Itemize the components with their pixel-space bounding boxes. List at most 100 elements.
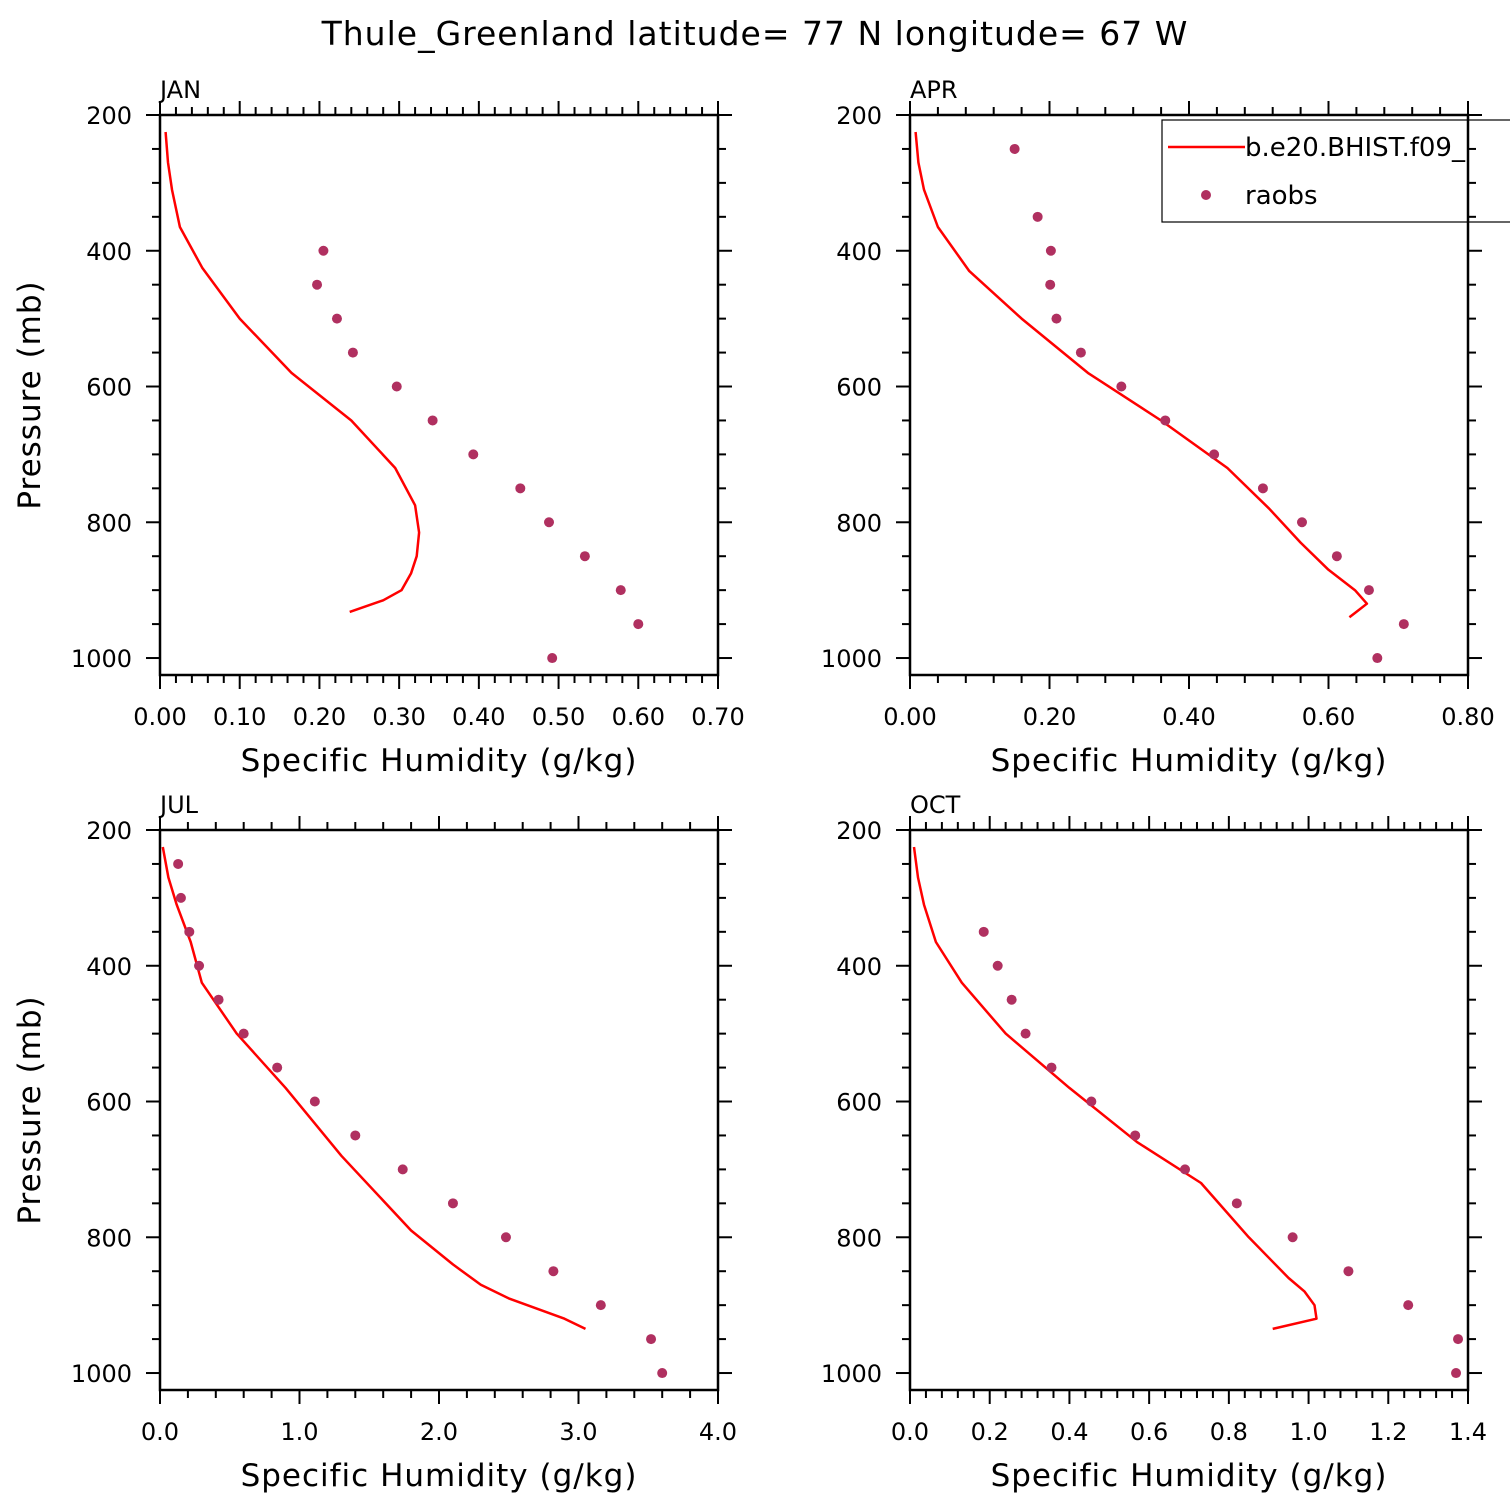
legend-box xyxy=(1161,119,1510,223)
raobs-point xyxy=(1180,1164,1191,1175)
x-axis-label: Specific Humidity (g/kg) xyxy=(241,1458,638,1494)
raobs-point xyxy=(633,619,644,630)
x-tick-label: 1.0 xyxy=(1289,1418,1327,1446)
y-tick-label: 1000 xyxy=(71,645,132,673)
model-line-jan xyxy=(164,131,421,614)
y-tick-label: 600 xyxy=(86,374,132,402)
panel-jul: JUL 0.0 1.0 2.0 3.0 4.0 200 400 600 800 1000 Specif… xyxy=(12,791,737,1494)
raobs-point xyxy=(1343,1266,1354,1277)
raobs-point xyxy=(331,313,342,324)
y-tick-label: 200 xyxy=(836,102,882,130)
panels: JAN 0.00 0.10 0.20 0.30 0.40 0.50 0.60 0.70 200 40… xyxy=(12,76,1495,1494)
x-tick-label: 0.60 xyxy=(1302,703,1355,731)
raobs-point xyxy=(184,926,195,937)
legend: b.e20.BHIST.f09_ raobs xyxy=(1161,119,1510,223)
raobs-point xyxy=(391,381,402,392)
raobs-point xyxy=(175,892,186,903)
x-tick-label: 2.0 xyxy=(420,1418,458,1446)
y-tick-label: 800 xyxy=(86,509,132,537)
raobs-point xyxy=(646,1334,657,1345)
raobs-point xyxy=(427,415,438,426)
panel-apr: APR 0.00 0.20 0.40 0.60 0.80 200 400 600 800 1000 S… xyxy=(821,76,1495,779)
raobs-point xyxy=(1451,1368,1462,1379)
x-tick-label: 0.0 xyxy=(141,1418,179,1446)
raobs-point xyxy=(1160,415,1171,426)
raobs-point xyxy=(1453,1334,1464,1345)
raobs-point xyxy=(1331,551,1342,562)
raobs-point xyxy=(173,858,184,869)
model-line-apr xyxy=(914,131,1369,619)
raobs-point xyxy=(397,1164,408,1175)
raobs-point xyxy=(309,1096,320,1107)
raobs-point xyxy=(615,585,626,596)
x-tick-label: 3.0 xyxy=(559,1418,597,1446)
x-tick-label: 0.40 xyxy=(1162,703,1215,731)
raobs-point xyxy=(1209,449,1220,460)
y-tick-label: 600 xyxy=(836,1089,882,1117)
raobs-point xyxy=(547,653,558,664)
raobs-point xyxy=(1020,1028,1031,1039)
raobs-point xyxy=(468,449,479,460)
plot-frame-jul xyxy=(158,828,720,1392)
raobs-point xyxy=(1009,143,1020,154)
plot-frame-apr xyxy=(908,113,1470,677)
raobs-point xyxy=(1075,347,1086,358)
raobs-point xyxy=(447,1198,458,1209)
raobs-point xyxy=(350,1130,361,1141)
raobs-point xyxy=(1045,279,1056,290)
raobs-point xyxy=(657,1368,668,1379)
raobs-point xyxy=(1372,653,1383,664)
x-tick-label: 0.30 xyxy=(372,703,425,731)
raobs-point xyxy=(213,994,224,1005)
y-tick-label: 400 xyxy=(86,238,132,266)
page-title: Thule_Greenland latitude= 77 N longitude… xyxy=(321,14,1189,53)
x-tick-label: 0.00 xyxy=(133,703,186,731)
y-tick-label: 600 xyxy=(836,374,882,402)
raobs-point xyxy=(1296,517,1307,528)
panel-label-jul: JUL xyxy=(158,791,199,819)
raobs-point xyxy=(1046,1062,1057,1073)
raobs-point xyxy=(272,1062,283,1073)
legend-raobs-label: raobs xyxy=(1245,181,1318,211)
y-tick-label: 200 xyxy=(836,817,882,845)
legend-model-label: b.e20.BHIST.f09_ xyxy=(1245,133,1466,163)
panel-label-oct: OCT xyxy=(910,791,961,819)
legend-raobs-dot xyxy=(1201,190,1211,200)
raobs-point xyxy=(992,960,1003,971)
y-axis-label: Pressure (mb) xyxy=(12,995,48,1224)
x-tick-label: 1.4 xyxy=(1449,1418,1487,1446)
model-line-jul xyxy=(161,846,587,1331)
x-tick-label: 0.60 xyxy=(612,703,665,731)
x-tick-label: 1.0 xyxy=(280,1418,318,1446)
raobs-point xyxy=(1257,483,1268,494)
panel-jan: JAN 0.00 0.10 0.20 0.30 0.40 0.50 0.60 0.70 200 40… xyxy=(12,76,745,779)
x-axis-label: Specific Humidity (g/kg) xyxy=(991,1458,1388,1494)
y-tick-label: 1000 xyxy=(71,1360,132,1388)
y-axis-label: Pressure (mb) xyxy=(12,280,48,509)
y-tick-label: 1000 xyxy=(821,1360,882,1388)
y-tick-label: 800 xyxy=(836,1224,882,1252)
raobs-point xyxy=(1363,585,1374,596)
raobs-point xyxy=(1045,245,1056,256)
x-tick-label: 0.00 xyxy=(883,703,936,731)
raobs-point xyxy=(312,279,323,290)
x-tick-label: 0.70 xyxy=(691,703,744,731)
x-tick-label: 0.40 xyxy=(452,703,505,731)
x-tick-label: 0.20 xyxy=(293,703,346,731)
y-tick-label: 800 xyxy=(836,509,882,537)
raobs-point xyxy=(500,1232,511,1243)
raobs-point xyxy=(1051,313,1062,324)
panel-label-apr: APR xyxy=(910,76,958,104)
plot-frame-jan xyxy=(158,113,720,677)
y-tick-label: 400 xyxy=(836,953,882,981)
y-tick-label: 1000 xyxy=(821,645,882,673)
y-tick-label: 800 xyxy=(86,1224,132,1252)
x-tick-label: 0.10 xyxy=(213,703,266,731)
x-axis-label: Specific Humidity (g/kg) xyxy=(991,743,1388,779)
raobs-point xyxy=(238,1028,249,1039)
panel-label-jan: JAN xyxy=(158,76,201,104)
x-tick-label: 0.8 xyxy=(1210,1418,1248,1446)
raobs-point xyxy=(1403,1300,1414,1311)
y-tick-label: 400 xyxy=(836,238,882,266)
